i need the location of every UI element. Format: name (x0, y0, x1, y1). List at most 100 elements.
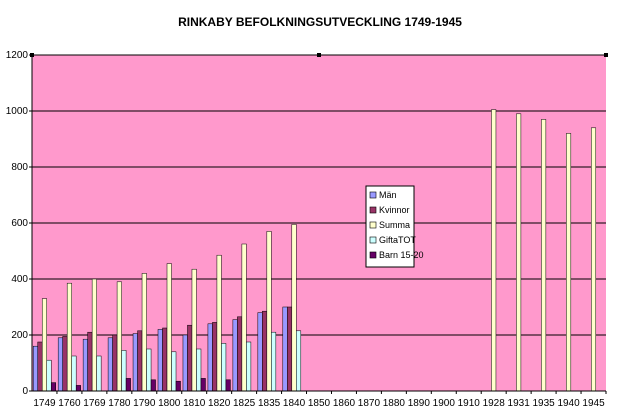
x-tick-label: 1825 (233, 398, 256, 409)
bar (41, 298, 47, 392)
bar (91, 278, 97, 392)
legend-swatch (369, 251, 377, 259)
bar (50, 382, 56, 392)
bar (157, 329, 163, 392)
legend-swatch (369, 236, 377, 244)
y-tick-label: 1000 (6, 106, 29, 117)
bar (182, 334, 188, 392)
legend-swatch (369, 191, 377, 199)
bar (196, 348, 202, 392)
x-tick-label: 1860 (333, 398, 356, 409)
bar (271, 331, 277, 392)
x-tick-label: 1850 (308, 398, 331, 409)
bar (200, 378, 206, 392)
axes: 0 200 400 600 800 1000 1200 1749 1760 1769 1780 179… (6, 50, 608, 409)
bar (187, 324, 193, 392)
bar (75, 385, 81, 392)
bar (137, 330, 143, 392)
x-tick-label: 1931 (508, 398, 531, 409)
bar (287, 306, 293, 392)
bar (37, 341, 43, 392)
y-tick-label: 1200 (6, 50, 29, 61)
x-tick-label: 1880 (383, 398, 406, 409)
bar (82, 338, 88, 392)
x-tick-label: 1928 (483, 398, 506, 409)
x-tick-label: 1760 (58, 398, 81, 409)
bar (191, 268, 197, 392)
y-tick-label: 400 (11, 274, 28, 285)
bar (62, 336, 68, 392)
x-tick-label: 1749 (33, 398, 56, 409)
bar (491, 109, 497, 392)
bar (237, 316, 243, 392)
bar (87, 331, 93, 392)
x-tick-label: 1800 (158, 398, 181, 409)
x-tick-label: 1910 (458, 398, 481, 409)
legend-label: GiftaTOT (379, 235, 416, 245)
x-tick-label: 1900 (433, 398, 456, 409)
bar (291, 224, 297, 392)
bar (32, 345, 38, 392)
bar (166, 263, 172, 392)
bar (125, 378, 131, 392)
y-tick-label: 800 (11, 162, 28, 173)
chart-title: RINKABY BEFOLKNINGSUTVECKLING 1749-1945 (178, 15, 462, 29)
bar (112, 334, 118, 392)
y-tick-label: 600 (11, 218, 28, 229)
x-tick-label: 1835 (258, 398, 281, 409)
x-tick-label: 1870 (358, 398, 381, 409)
bar (566, 133, 572, 392)
bar (116, 281, 122, 392)
plot-corner-marker (604, 53, 608, 57)
bar (57, 337, 63, 392)
bar (282, 306, 288, 392)
legend-label: Summa (379, 220, 410, 230)
bar (66, 282, 72, 392)
legend: Män Kvinnor Summa GiftaTOT Barn 15-20 (365, 185, 424, 268)
bar (96, 355, 102, 392)
x-tick-label: 1820 (208, 398, 231, 409)
bar (516, 113, 522, 392)
bar (107, 337, 113, 392)
bar (132, 333, 138, 392)
y-tick-label: 0 (22, 386, 28, 397)
legend-swatch (369, 221, 377, 229)
bar (146, 348, 152, 392)
bar (262, 310, 268, 392)
bar (121, 350, 127, 392)
bar (212, 322, 218, 392)
bar (162, 327, 168, 392)
legend-label: Barn 15-20 (379, 250, 424, 260)
bar (296, 330, 302, 392)
bar (71, 355, 77, 392)
bar (216, 254, 222, 392)
legend-label: Män (379, 190, 397, 200)
plot-corner-marker (30, 53, 34, 57)
x-tick-label: 1945 (582, 398, 605, 409)
legend-label: Kvinnor (379, 205, 410, 215)
x-tick-label: 1769 (83, 398, 106, 409)
bar (207, 323, 213, 392)
bar (246, 341, 252, 392)
bars (32, 109, 597, 392)
bar (541, 119, 547, 392)
bar (591, 127, 597, 392)
legend-swatch (369, 206, 377, 214)
bar (171, 351, 177, 392)
x-tick-label: 1780 (108, 398, 131, 409)
x-tick-label: 1840 (283, 398, 306, 409)
bar (232, 319, 238, 392)
x-tick-label: 1890 (408, 398, 431, 409)
bar (225, 379, 231, 392)
bar (150, 379, 156, 392)
y-tick-label: 200 (11, 330, 28, 341)
x-tick-label: 1810 (183, 398, 206, 409)
x-tick-label: 1940 (557, 398, 580, 409)
bar (266, 231, 272, 392)
x-tick-label: 1790 (133, 398, 156, 409)
bar (241, 243, 247, 392)
bar (221, 343, 227, 392)
bar (175, 380, 181, 392)
x-tick-label: 1935 (532, 398, 555, 409)
